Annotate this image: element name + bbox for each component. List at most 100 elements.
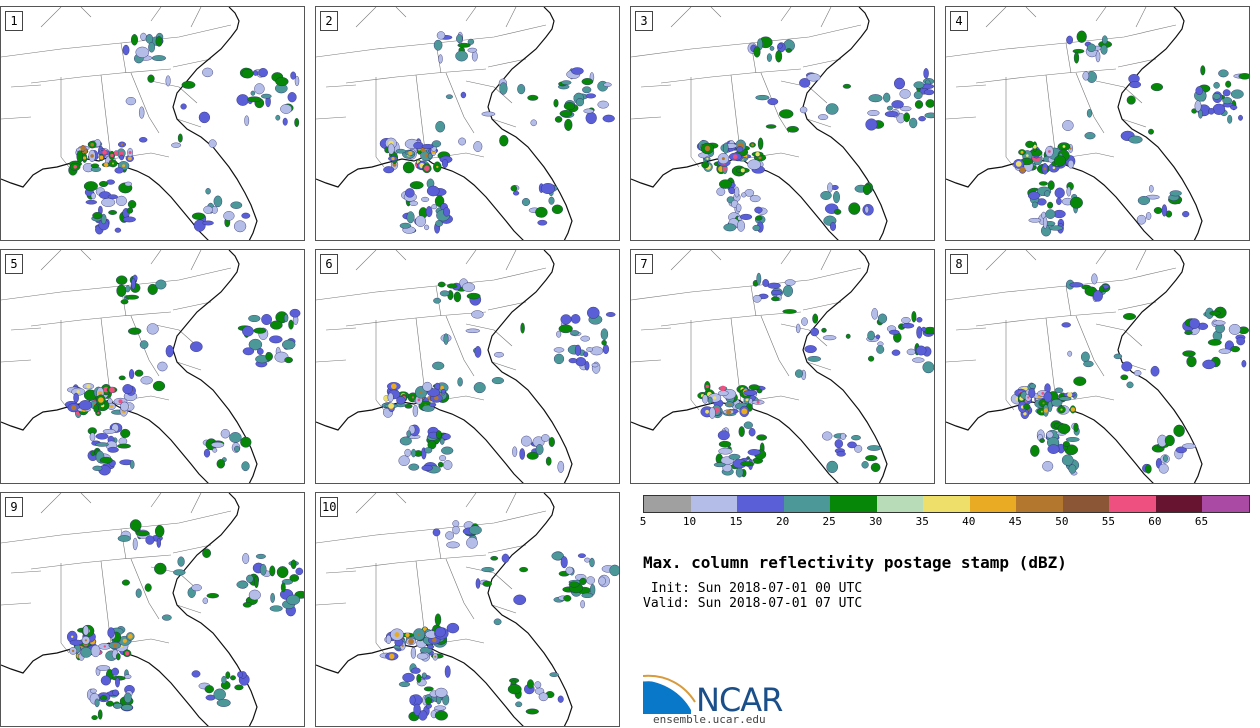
reflectivity-echo (445, 94, 453, 99)
reflectivity-echo (387, 392, 394, 403)
ensemble-member-panel: 6 (315, 249, 620, 484)
reflectivity-echo (246, 574, 254, 583)
reflectivity-echo (83, 181, 98, 192)
reflectivity-echo (1030, 444, 1040, 457)
reflectivity-echo (597, 100, 609, 109)
reflectivity-echo (270, 592, 275, 603)
reflectivity-echo (794, 369, 803, 378)
reflectivity-map (316, 493, 619, 726)
reflectivity-echo (97, 709, 103, 720)
colorbar-swatch (1016, 496, 1063, 512)
reflectivity-echo (888, 329, 900, 335)
reflectivity-echo (482, 580, 492, 587)
colorbar-tick-label: 20 (775, 515, 790, 528)
reflectivity-echo (1042, 216, 1048, 229)
reflectivity-echo (1067, 159, 1075, 169)
reflectivity-echo (117, 535, 131, 542)
reflectivity-echo (156, 538, 162, 548)
reflectivity-echo (475, 578, 481, 589)
reflectivity-echo (466, 537, 478, 549)
reflectivity-core (432, 637, 437, 643)
reflectivity-core (103, 645, 107, 648)
reflectivity-echo (707, 396, 713, 404)
reflectivity-echo (442, 460, 453, 470)
reflectivity-echo (123, 692, 132, 704)
reflectivity-core (128, 151, 132, 154)
reflectivity-echo (240, 436, 252, 448)
reflectivity-echo (467, 47, 478, 53)
state-border (1095, 323, 1143, 347)
reflectivity-echo (778, 109, 794, 119)
reflectivity-core (389, 653, 395, 659)
reflectivity-echo (512, 446, 518, 457)
reflectivity-echo (82, 625, 90, 636)
reflectivity-echo (290, 559, 297, 570)
reflectivity-echo (1113, 353, 1123, 360)
state-border (760, 72, 790, 134)
state-border (1075, 72, 1105, 134)
reflectivity-echo (290, 71, 297, 80)
state-border (316, 267, 547, 301)
reflectivity-echo (425, 206, 433, 218)
reflectivity-echo (923, 68, 929, 79)
ensemble-member-panel: 7 (630, 249, 935, 484)
colorbar-swatch (1109, 496, 1156, 512)
reflectivity-echo (408, 463, 420, 471)
reflectivity-echo (1044, 190, 1051, 197)
state-border (760, 315, 790, 377)
reflectivity-echo (899, 89, 911, 99)
reflectivity-echo (406, 430, 411, 438)
reflectivity-echo (387, 143, 395, 155)
reflectivity-echo (138, 106, 145, 119)
coastline (316, 7, 573, 240)
reflectivity-echo (212, 447, 218, 453)
reflectivity-echo (551, 551, 564, 561)
reflectivity-echo (777, 43, 783, 49)
reflectivity-echo (220, 428, 230, 439)
reflectivity-echo (90, 163, 100, 169)
reflectivity-echo (568, 581, 580, 588)
reflectivity-echo (161, 614, 172, 621)
reflectivity-echo (1236, 336, 1246, 346)
reflectivity-core (745, 398, 749, 402)
reflectivity-core (1042, 402, 1045, 405)
reflectivity-echo (812, 313, 819, 324)
reflectivity-echo (1169, 190, 1182, 197)
reflectivity-echo (520, 322, 525, 334)
colorbar-swatch (1202, 496, 1249, 512)
reflectivity-echo (748, 384, 760, 391)
reflectivity-echo (248, 589, 261, 601)
reflectivity-echo (1227, 114, 1233, 124)
reflectivity-echo (553, 98, 559, 108)
state-border (1005, 399, 1015, 411)
state-border (1117, 301, 1157, 311)
reflectivity-echo (1080, 351, 1090, 363)
reflectivity-core (1069, 147, 1072, 150)
reflectivity-echo (411, 667, 421, 674)
reflectivity-echo (455, 50, 468, 62)
reflectivity-echo (129, 369, 135, 380)
reflectivity-echo (460, 91, 467, 99)
reflectivity-echo (1218, 348, 1231, 354)
reflectivity-echo (421, 196, 430, 202)
reflectivity-echo (913, 91, 923, 100)
reflectivity-echo (766, 53, 772, 62)
colorbar-tick-label: 25 (822, 515, 836, 528)
reflectivity-echo (513, 594, 527, 606)
reflectivity-core (419, 391, 423, 394)
reflectivity-echo (574, 344, 582, 356)
reflectivity-echo (1238, 73, 1249, 80)
state-border (130, 558, 160, 620)
reflectivity-echo (432, 528, 441, 537)
reflectivity-echo (250, 90, 256, 96)
reflectivity-echo (111, 667, 119, 676)
reflectivity-echo (581, 78, 594, 86)
reflectivity-echo (289, 574, 300, 582)
reflectivity-map (631, 250, 934, 483)
reflectivity-echo (586, 306, 600, 319)
reflectivity-echo (124, 674, 132, 679)
reflectivity-echo (283, 313, 289, 323)
state-border (1095, 80, 1143, 104)
reflectivity-echo (409, 200, 419, 206)
reflectivity-echo (269, 565, 276, 577)
